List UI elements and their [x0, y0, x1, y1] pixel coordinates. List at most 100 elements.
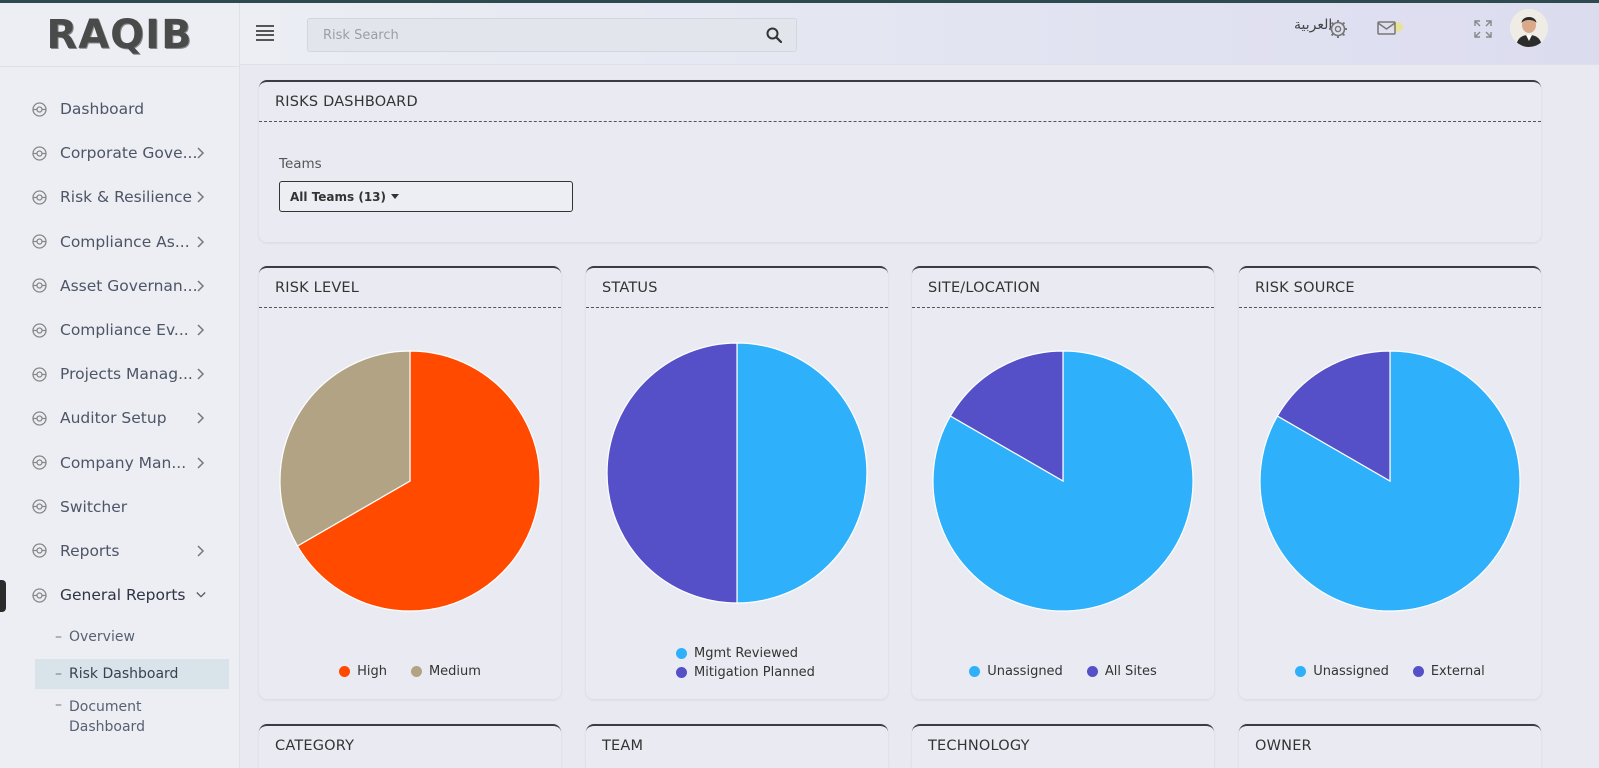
chevron-right-icon — [196, 456, 206, 470]
legend-dot — [1086, 666, 1098, 677]
teams-label: Teams — [279, 156, 322, 172]
chart-title: OWNER — [1255, 738, 1312, 754]
sidebar-nav: Dashboard Corporate Gove... Risk & Resilie… — [0, 67, 239, 741]
legend-dot — [676, 667, 687, 678]
menu-toggle-icon[interactable] — [256, 25, 274, 41]
pie-slice-high[interactable] — [296, 350, 541, 612]
legend-dot — [1295, 666, 1307, 677]
sidebar-item-compliance[interactable]: Compliance As... — [0, 220, 239, 264]
logo-area: RAQIB — [0, 3, 239, 67]
chart-title: STATUS — [586, 268, 888, 308]
pie-slice-external[interactable] — [1276, 350, 1391, 483]
sidebar-item-reports[interactable]: Reports — [0, 529, 239, 573]
chart-legend: High Medium — [259, 664, 561, 679]
legend-dot — [676, 648, 687, 659]
sidebar-item-general-reports[interactable]: General Reports — [0, 573, 239, 617]
pie-chart — [606, 342, 868, 604]
search-icon[interactable] — [766, 27, 782, 43]
sidebar-subitem-label: Document Dashboard — [69, 699, 145, 736]
pie-slice-all-sites[interactable] — [949, 350, 1064, 483]
sidebar-subitem-label: Risk Dashboard — [69, 666, 179, 683]
sidebar-item-auditor[interactable]: Auditor Setup — [0, 396, 239, 440]
search-input[interactable] — [308, 19, 748, 51]
chevron-right-icon — [196, 367, 206, 381]
legend-dot — [969, 666, 981, 677]
fullscreen-icon[interactable] — [1473, 19, 1493, 39]
legend-label: Unassigned — [987, 664, 1063, 679]
legend-dot — [1412, 666, 1424, 677]
sidebar-item-label: Company Man... — [60, 453, 187, 472]
asset-icon — [30, 277, 48, 295]
sidebar-subitem-document-dashboard[interactable]: – Document Dashboard — [0, 689, 239, 741]
teams-dropdown[interactable]: All Teams (13) — [279, 181, 573, 212]
chevron-right-icon — [196, 235, 206, 249]
pie-slice-mitigation-planned[interactable] — [606, 342, 738, 604]
settings-gear-icon[interactable] — [1327, 18, 1349, 40]
legend-item[interactable]: Mgmt Reviewed — [676, 646, 798, 661]
corporate-icon — [30, 144, 48, 162]
legend-item[interactable]: Mitigation Planned — [676, 665, 815, 680]
risks-dashboard-card: RISKS DASHBOARD Teams All Teams (13) — [259, 80, 1541, 242]
legend-label: Mgmt Reviewed — [694, 646, 798, 661]
chart-legend: Unassigned External — [1239, 664, 1541, 679]
chart-title: RISK LEVEL — [259, 268, 561, 308]
chevron-right-icon — [196, 411, 206, 425]
caret-down-icon — [391, 194, 400, 199]
sidebar-drag-handle[interactable] — [0, 580, 6, 612]
sidebar-item-label: Compliance Ev... — [60, 321, 189, 340]
sidebar-item-label: Auditor Setup — [60, 409, 167, 428]
sidebar-item-switcher[interactable]: Switcher — [0, 485, 239, 529]
legend-item[interactable]: High — [339, 664, 387, 679]
sidebar-item-label: Compliance As... — [60, 232, 190, 251]
language-switch[interactable]: العربية — [1294, 17, 1333, 33]
mail-icon[interactable] — [1375, 19, 1405, 39]
chart-legend: Mgmt Reviewed Mitigation Planned — [586, 646, 888, 680]
dashboard-icon — [30, 100, 48, 118]
sidebar-item-dashboard[interactable]: Dashboard — [0, 87, 239, 131]
legend-dot — [410, 666, 422, 677]
dash-icon: – — [55, 629, 62, 646]
chevron-right-icon — [196, 544, 206, 558]
top-header: العربية — [240, 3, 1599, 65]
sidebar-subitem-overview[interactable]: – Overview — [0, 617, 239, 659]
reports-icon — [30, 542, 48, 560]
compliance-eval-icon — [30, 321, 48, 339]
chart-card-team: TEAM — [586, 724, 888, 768]
sidebar-item-company[interactable]: Company Man... — [0, 441, 239, 485]
pie-chart — [932, 350, 1194, 612]
sidebar-item-label: Corporate Gove... — [60, 144, 198, 163]
dash-icon: – — [55, 666, 62, 683]
pie-slice-mgmt-reviewed[interactable] — [736, 342, 868, 604]
chart-legend: Unassigned All Sites — [912, 664, 1214, 679]
legend-label: External — [1430, 664, 1485, 679]
app-logo[interactable]: RAQIB — [46, 11, 193, 58]
legend-item[interactable]: Unassigned — [969, 664, 1063, 679]
projects-icon — [30, 365, 48, 383]
legend-item[interactable]: All Sites — [1086, 664, 1157, 679]
sidebar-item-risk[interactable]: Risk & Resilience — [0, 175, 239, 219]
sidebar-item-label: Reports — [60, 541, 120, 560]
sidebar-item-corporate[interactable]: Corporate Gove... — [0, 131, 239, 175]
legend-label: All Sites — [1104, 664, 1157, 679]
chart-title: SITE/LOCATION — [912, 268, 1214, 308]
chart-card-risk-source: RISK SOURCE Unassigned External — [1239, 266, 1541, 699]
sidebar-item-asset[interactable]: Asset Governan... — [0, 264, 239, 308]
sidebar-item-projects[interactable]: Projects Manag... — [0, 352, 239, 396]
chevron-right-icon — [196, 323, 206, 337]
legend-label: Unassigned — [1313, 664, 1389, 679]
user-avatar[interactable] — [1510, 9, 1548, 47]
chart-card-technology: TECHNOLOGY — [912, 724, 1214, 768]
pie-slice-medium[interactable] — [279, 350, 411, 547]
legend-item[interactable]: External — [1412, 664, 1485, 679]
compliance-icon — [30, 233, 48, 251]
legend-label: Mitigation Planned — [694, 665, 815, 680]
switcher-icon — [30, 498, 48, 516]
chart-title: CATEGORY — [275, 738, 355, 754]
sidebar-item-compliance-eval[interactable]: Compliance Ev... — [0, 308, 239, 352]
legend-item[interactable]: Unassigned — [1295, 664, 1389, 679]
sidebar-subitem-risk-dashboard[interactable]: – Risk Dashboard — [35, 659, 229, 690]
chart-title: TEAM — [602, 738, 644, 754]
chart-title: RISK SOURCE — [1239, 268, 1541, 308]
teams-dropdown-value: All Teams (13) — [290, 189, 387, 204]
legend-item[interactable]: Medium — [410, 664, 481, 679]
